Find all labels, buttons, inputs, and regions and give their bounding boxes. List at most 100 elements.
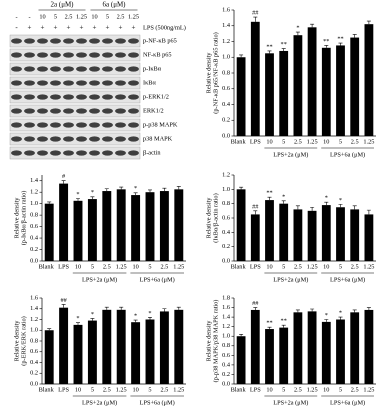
blot-band — [89, 66, 100, 72]
x-tick-label: 5 — [339, 263, 342, 270]
band-label: ERK1/2 — [143, 107, 164, 114]
x-tick-label: Blank — [231, 263, 247, 270]
bar — [145, 192, 155, 261]
blot-band — [76, 136, 87, 142]
blot-band — [128, 150, 139, 156]
group-label: LPS+6a (μM) — [330, 276, 365, 283]
bar — [293, 312, 303, 384]
error-bar — [253, 307, 258, 310]
error-bar — [133, 319, 138, 323]
blot-band — [63, 108, 74, 114]
lps-sign: + — [119, 24, 123, 32]
x-tick-label: 1.25 — [116, 386, 127, 393]
bar — [250, 21, 260, 136]
bar — [73, 200, 83, 261]
significance-mark: * — [91, 189, 94, 196]
bar — [364, 309, 374, 384]
x-tick-label: 2.5 — [294, 386, 302, 393]
bar — [102, 309, 112, 384]
bar — [236, 336, 246, 384]
y-tick-label: 0.4 — [30, 359, 39, 366]
blot-band — [89, 38, 100, 44]
error-bar — [76, 322, 80, 325]
error-bar — [267, 50, 272, 54]
x-tick-label: LPS — [58, 263, 69, 270]
x-tick-label: 5 — [339, 386, 342, 393]
lps-label: LPS (500ng/mL) — [143, 24, 186, 31]
error-bar — [324, 45, 329, 48]
group-label: LPS+2a (μM) — [82, 276, 117, 283]
blot-band — [115, 150, 126, 156]
bar — [236, 189, 246, 261]
blot-band — [102, 150, 113, 156]
x-tick-label: 5 — [91, 263, 94, 270]
blot-band — [11, 94, 22, 100]
bar — [44, 203, 54, 261]
bar — [159, 191, 169, 261]
y-tick-label: 1.6 — [30, 294, 38, 301]
blot-band — [115, 136, 126, 142]
x-tick-label: 10 — [75, 263, 81, 270]
y-axis-label: (p-ERK/ERK ratio) — [20, 316, 27, 366]
y-tick-label: 0.6 — [222, 352, 230, 359]
bar — [321, 321, 331, 384]
error-bar — [119, 306, 124, 310]
error-bar — [338, 316, 343, 320]
error-bar — [47, 328, 52, 331]
blot-band — [24, 80, 35, 86]
x-tick-label: Blank — [231, 386, 247, 393]
significance-mark: ** — [266, 320, 272, 327]
bar — [364, 24, 374, 136]
error-bar — [352, 309, 357, 313]
blot-band — [50, 38, 61, 44]
error-bar — [366, 209, 371, 215]
x-tick-label: 1.25 — [116, 263, 127, 270]
bar — [250, 214, 260, 261]
y-axis-label: Relative density — [13, 197, 20, 239]
significance-mark: ** — [323, 38, 329, 45]
x-tick-label: 10 — [132, 386, 138, 393]
y-tick-label: 1.4 — [30, 177, 39, 184]
y-tick-label: 0.8 — [30, 212, 38, 219]
x-tick-label: 2.5 — [103, 386, 111, 393]
band-label: p38 MAPK — [143, 135, 173, 142]
blot-band — [11, 80, 22, 86]
blot-band — [102, 136, 113, 142]
error-bar — [90, 318, 95, 321]
error-bar — [281, 324, 286, 328]
bar — [279, 327, 289, 384]
y-tick-label: 1.6 — [222, 6, 230, 13]
blot-strip — [9, 90, 141, 104]
blot-band — [50, 80, 61, 86]
y-tick-label: 1.0 — [30, 200, 38, 207]
error-bar — [324, 319, 329, 322]
dose-label: - — [28, 13, 30, 20]
x-tick-label: Blank — [39, 386, 55, 393]
y-tick-label: 0.8 — [222, 69, 230, 76]
blot-band — [76, 108, 87, 114]
blot-band — [24, 38, 35, 44]
blot-band — [63, 122, 74, 128]
dose-label: 2.5 — [65, 13, 73, 20]
x-tick-label: LPS — [250, 263, 261, 270]
bar — [131, 195, 141, 261]
error-bar — [119, 186, 124, 190]
blot-band — [50, 136, 61, 142]
y-tick-label: 0.0 — [30, 380, 38, 387]
blot-band — [63, 150, 74, 156]
blot-band — [128, 52, 139, 58]
x-tick-label: 5 — [339, 138, 342, 145]
bar — [265, 329, 274, 384]
error-bar — [253, 16, 258, 22]
bar — [174, 189, 184, 261]
blot-band — [89, 136, 100, 142]
bar — [116, 189, 126, 261]
x-tick-label: 1.25 — [307, 263, 318, 270]
lps-sign: + — [28, 24, 32, 32]
bar — [236, 57, 246, 136]
blot-band — [50, 52, 61, 58]
x-tick-label: LPS — [250, 138, 261, 145]
x-tick-label: 5 — [282, 138, 285, 145]
y-axis-label: Relative density — [205, 320, 212, 362]
